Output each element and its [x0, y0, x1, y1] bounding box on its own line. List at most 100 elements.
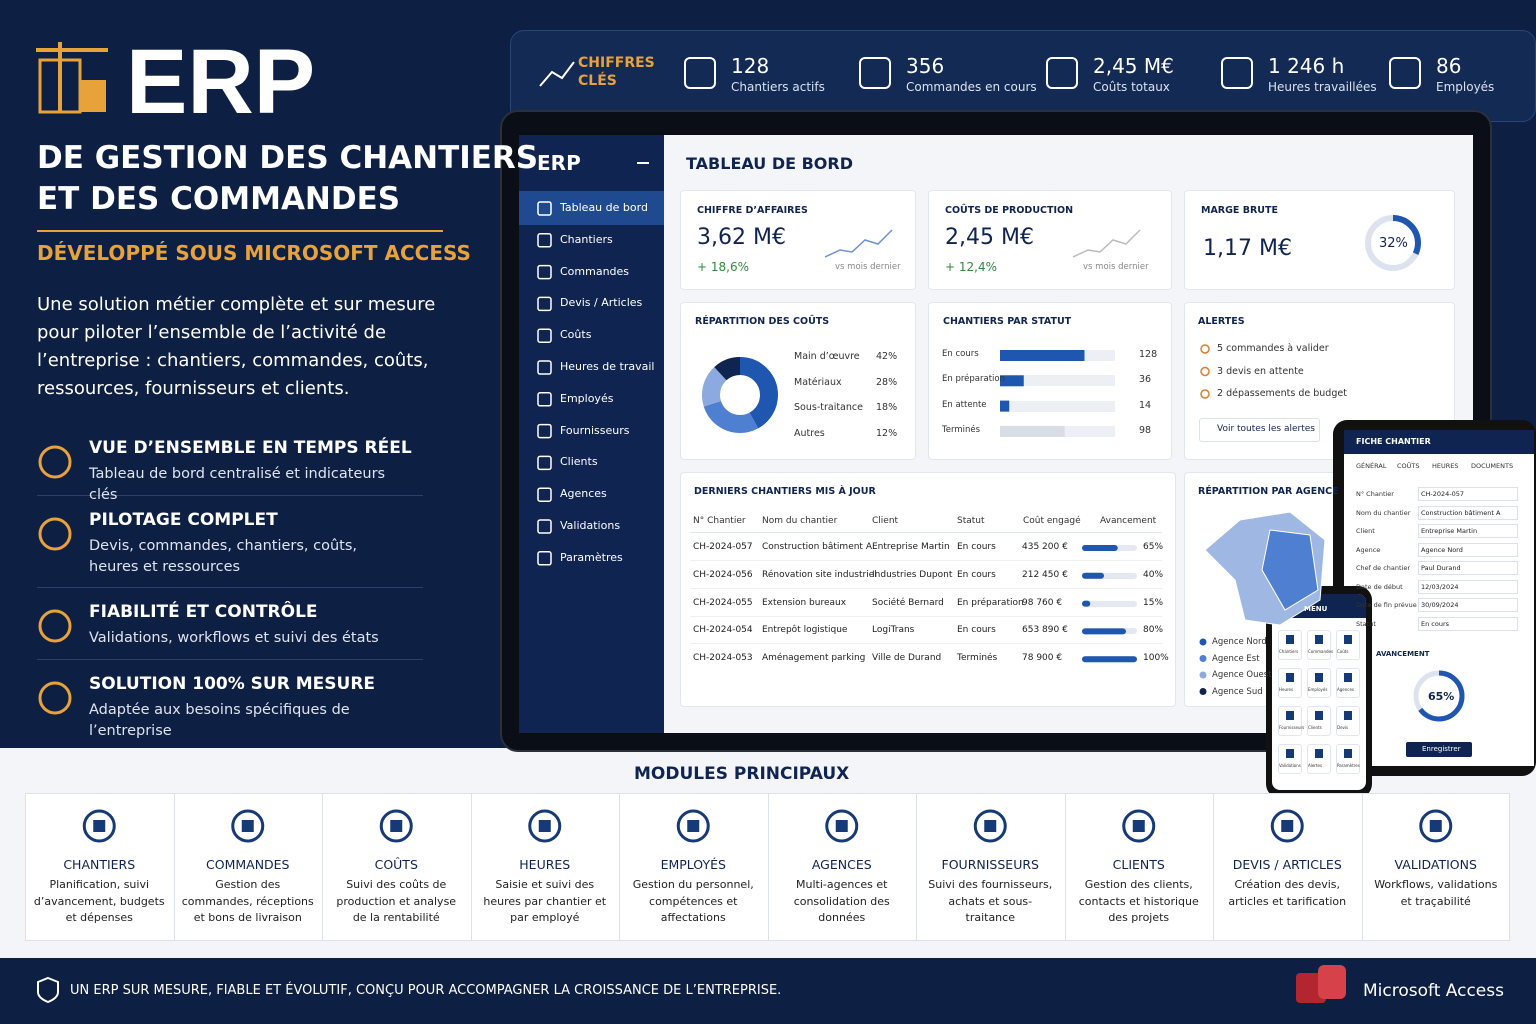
save-button[interactable]: Enregistrer [1422, 745, 1461, 753]
tile-label[interactable]: Devis [1337, 725, 1349, 730]
legend-dot [1199, 638, 1207, 646]
menu-item[interactable]: Commandes [560, 264, 630, 278]
shield-icon [37, 976, 59, 1004]
field-value: 30/09/2024 [1421, 601, 1459, 609]
tile-icon [1286, 635, 1294, 644]
module-name: CLIENTS [1112, 857, 1165, 872]
phone-tile [1307, 668, 1331, 698]
divider [37, 230, 443, 232]
field-input [1418, 524, 1518, 538]
tab[interactable]: GÉNÉRAL [1356, 462, 1387, 470]
tile-label[interactable]: Commandes [1308, 649, 1334, 654]
tile-label[interactable]: Fournisseurs [1279, 725, 1305, 730]
table-cell: 653 890 € [1022, 625, 1068, 636]
tile-label[interactable]: Validations [1279, 763, 1301, 768]
menu-item[interactable]: Paramètres [560, 550, 623, 564]
separator [37, 659, 423, 660]
field-value: Paul Durand [1421, 564, 1461, 572]
phone-tile [1278, 744, 1302, 774]
tab[interactable]: DOCUMENTS [1471, 462, 1514, 470]
field-label: N° Chantier [1356, 490, 1394, 498]
tile-label[interactable]: Paramètres [1337, 763, 1360, 768]
module-divider [767, 793, 769, 941]
card-value: 1,17 M€ [1203, 236, 1292, 261]
menu-item[interactable]: Chantiers [560, 232, 613, 246]
tab[interactable]: COÛTS [1397, 462, 1420, 470]
sparkline [824, 229, 893, 258]
tile-label[interactable]: Coûts [1337, 649, 1349, 654]
tile-label[interactable]: Alertes [1308, 763, 1323, 768]
module-icon [676, 809, 710, 843]
field-label: Date de fin prévue [1356, 601, 1417, 609]
menu-active [519, 191, 664, 225]
status-bar [1000, 375, 1024, 387]
progress-bar [1082, 545, 1118, 551]
kpi-value: 1 246 h [1268, 54, 1345, 78]
field-input [1418, 542, 1518, 557]
sidebar [519, 135, 664, 733]
field-input [1418, 505, 1518, 520]
module-divider [1064, 793, 1066, 941]
status-value: 14 [1139, 399, 1152, 411]
menu-item[interactable]: Employés [560, 391, 614, 405]
module-icon [1281, 820, 1294, 832]
field-label: Date de début [1356, 582, 1403, 591]
table-cell: 435 200 € [1022, 542, 1068, 552]
menu-item[interactable]: Fournisseurs [560, 423, 630, 437]
progress-bar [1082, 572, 1104, 579]
progress-track [1082, 600, 1137, 607]
legend-dot [1199, 671, 1207, 679]
table-cell: Ville de Durand [872, 653, 942, 664]
tile-label[interactable]: Chantiers [1279, 649, 1299, 654]
status-bar [1000, 425, 1065, 437]
phone-tile [1336, 668, 1360, 698]
alert-button[interactable]: Voir toutes les alertes [1217, 424, 1315, 434]
logo: ERP [126, 31, 316, 133]
field-input [1418, 579, 1518, 594]
tile-label[interactable]: Heures [1279, 687, 1294, 692]
module-icon [1419, 809, 1453, 843]
table-cell: 212 450 € [1022, 569, 1068, 580]
table-cell: 78 900 € [1022, 653, 1063, 664]
status-value: 128 [1139, 349, 1158, 360]
tile-label[interactable]: Employés [1308, 687, 1328, 692]
section-title: MODULES PRINCIPAUX [634, 764, 850, 784]
tile-label[interactable]: Agences [1337, 687, 1355, 692]
legend-dot [1199, 655, 1207, 662]
module-icon [1429, 820, 1442, 832]
menu-item[interactable]: Agences [560, 487, 607, 501]
menu-item[interactable]: Clients [560, 455, 598, 469]
menu-icon [537, 201, 552, 216]
module-name: VALIDATIONS [1394, 857, 1477, 872]
kpi-value: 2,45 M€ [1093, 54, 1174, 78]
table-cell: 40% [1143, 569, 1164, 580]
module-desc: Planification, suivi d’avancement, budge… [33, 878, 165, 924]
card-title: ALERTES [1198, 316, 1245, 327]
menu-icon [537, 519, 552, 534]
module-icon [825, 809, 859, 843]
feature-title: FIABILITÉ ET CONTRÔLE [89, 602, 318, 622]
menu-item[interactable]: Validations [560, 519, 621, 532]
legend-label: Sous-traitance [794, 402, 863, 413]
tab[interactable]: HEURES [1432, 462, 1459, 470]
menu-item[interactable]: Devis / Articles [560, 296, 643, 310]
tile-label[interactable]: Clients [1308, 725, 1322, 730]
kpi-icon [1046, 57, 1078, 89]
module-divider [470, 793, 472, 941]
module-icon [1270, 809, 1304, 843]
table-cell: Terminés [957, 653, 998, 664]
legend-label: Agence Est [1212, 653, 1260, 664]
menu-item[interactable]: Coûts [560, 328, 592, 342]
table-cell: 80% [1143, 625, 1164, 636]
tile-icon [1286, 749, 1294, 758]
module-name: EMPLOYÉS [660, 857, 726, 872]
feature-icon [38, 681, 72, 715]
module-icon [984, 820, 997, 832]
alert-item: 2 dépassements de budget [1217, 388, 1347, 399]
subtitle: DÉVELOPPÉ SOUS MICROSOFT ACCESS [37, 241, 471, 265]
menu-item[interactable]: Heures de travail [560, 360, 655, 373]
tile-icon [1344, 749, 1352, 758]
table-cell: Industries Dupont [872, 569, 953, 580]
menu-item[interactable]: Tableau de bord [560, 201, 648, 214]
card [680, 190, 916, 290]
